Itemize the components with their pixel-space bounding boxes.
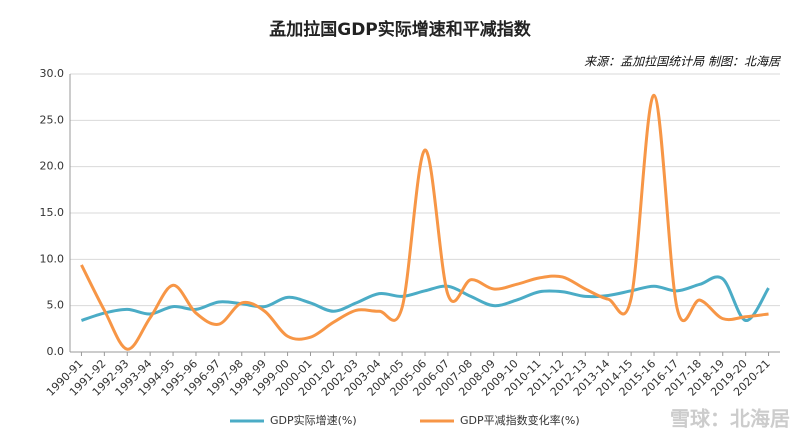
legend-label: GDP平减指数变化率(%) <box>460 413 580 427</box>
line-series <box>80 275 770 322</box>
y-tick-label: 15.0 <box>40 206 65 219</box>
y-tick-label: 10.0 <box>40 252 65 265</box>
y-tick-label: 0.0 <box>47 345 65 358</box>
y-tick-label: 20.0 <box>40 160 65 173</box>
y-tick-label: 5.0 <box>47 299 65 312</box>
legend-label: GDP实际增速(%) <box>270 413 357 427</box>
chart-title: 孟加拉国GDP实际增速和平减指数 <box>269 19 532 40</box>
annotation: 来源：孟加拉国统计局 制图：北海居 <box>584 55 781 69</box>
y-tick-label: 25.0 <box>40 113 65 126</box>
y-tick-label: 30.0 <box>40 67 65 80</box>
watermark: 雪球：北海居 <box>670 407 790 431</box>
line-series <box>80 93 769 351</box>
